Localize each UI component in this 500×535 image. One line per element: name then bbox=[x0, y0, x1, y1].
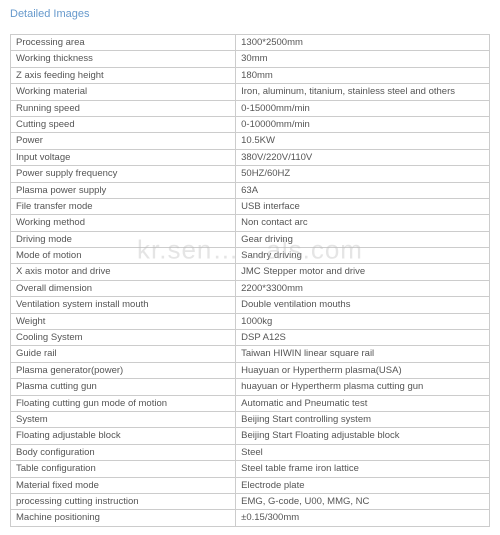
table-row: Power supply frequency50HZ/60HZ bbox=[11, 166, 490, 182]
spec-label: Cutting speed bbox=[11, 116, 236, 132]
table-row: Cutting speed0-10000mm/min bbox=[11, 116, 490, 132]
spec-value: 0-15000mm/min bbox=[236, 100, 490, 116]
spec-value: 180mm bbox=[236, 67, 490, 83]
spec-value: 10.5KW bbox=[236, 133, 490, 149]
spec-label: Body configuration bbox=[11, 444, 236, 460]
spec-value: Beijing Start Floating adjustable block bbox=[236, 428, 490, 444]
spec-value: 50HZ/60HZ bbox=[236, 166, 490, 182]
page-container: Detailed Images Processing area1300*2500… bbox=[0, 0, 500, 535]
spec-value: EMG, G-code, U00, MMG, NC bbox=[236, 493, 490, 509]
spec-value: Taiwan HIWIN linear square rail bbox=[236, 346, 490, 362]
table-row: Table configurationSteel table frame iro… bbox=[11, 461, 490, 477]
spec-label: Z axis feeding height bbox=[11, 67, 236, 83]
spec-label: Running speed bbox=[11, 100, 236, 116]
table-row: Z axis feeding height180mm bbox=[11, 67, 490, 83]
spec-label: Cooling System bbox=[11, 330, 236, 346]
spec-value: Automatic and Pneumatic test bbox=[236, 395, 490, 411]
table-row: Machine positioning±0.15/300mm bbox=[11, 510, 490, 526]
table-row: Working methodNon contact arc bbox=[11, 215, 490, 231]
table-row: Processing area1300*2500mm bbox=[11, 35, 490, 51]
spec-value: 63A bbox=[236, 182, 490, 198]
spec-value: Sandry driving bbox=[236, 248, 490, 264]
spec-value: Huayuan or Hypertherm plasma(USA) bbox=[236, 362, 490, 378]
table-row: SystemBeijing Start controlling system bbox=[11, 411, 490, 427]
table-row: Ventilation system install mouthDouble v… bbox=[11, 297, 490, 313]
table-row: Input voltage380V/220V/110V bbox=[11, 149, 490, 165]
table-row: Driving modeGear driving bbox=[11, 231, 490, 247]
spec-value: Gear driving bbox=[236, 231, 490, 247]
table-row: Working materialIron, aluminum, titanium… bbox=[11, 84, 490, 100]
table-row: Cooling System DSP A12S bbox=[11, 330, 490, 346]
table-row: Guide railTaiwan HIWIN linear square rai… bbox=[11, 346, 490, 362]
spec-value: 380V/220V/110V bbox=[236, 149, 490, 165]
page-title: Detailed Images bbox=[10, 8, 490, 20]
spec-value: ±0.15/300mm bbox=[236, 510, 490, 526]
spec-label: Machine positioning bbox=[11, 510, 236, 526]
spec-label: Driving mode bbox=[11, 231, 236, 247]
table-row: Power10.5KW bbox=[11, 133, 490, 149]
table-row: File transfer modeUSB interface bbox=[11, 198, 490, 214]
spec-label: Plasma cutting gun bbox=[11, 379, 236, 395]
spec-label: Plasma generator(power) bbox=[11, 362, 236, 378]
spec-label: System bbox=[11, 411, 236, 427]
spec-value: 2200*3300mm bbox=[236, 280, 490, 296]
spec-value: Iron, aluminum, titanium, stainless stee… bbox=[236, 84, 490, 100]
spec-value: Double ventilation mouths bbox=[236, 297, 490, 313]
spec-label: Ventilation system install mouth bbox=[11, 297, 236, 313]
table-row: Material fixed modeElectrode plate bbox=[11, 477, 490, 493]
spec-value: Steel bbox=[236, 444, 490, 460]
spec-label: Overall dimension bbox=[11, 280, 236, 296]
spec-value: 1300*2500mm bbox=[236, 35, 490, 51]
spec-label: Floating cutting gun mode of motion bbox=[11, 395, 236, 411]
table-row: processing cutting instructionEMG, G-cod… bbox=[11, 493, 490, 509]
spec-label: Processing area bbox=[11, 35, 236, 51]
spec-label: Power supply frequency bbox=[11, 166, 236, 182]
spec-label: Working method bbox=[11, 215, 236, 231]
table-row: Overall dimension2200*3300mm bbox=[11, 280, 490, 296]
table-row: Running speed0-15000mm/min bbox=[11, 100, 490, 116]
spec-value: huayuan or Hypertherm plasma cutting gun bbox=[236, 379, 490, 395]
table-row: Weight1000kg bbox=[11, 313, 490, 329]
spec-value: 30mm bbox=[236, 51, 490, 67]
spec-value: 1000kg bbox=[236, 313, 490, 329]
spec-label: Table configuration bbox=[11, 461, 236, 477]
spec-value: Steel table frame iron lattice bbox=[236, 461, 490, 477]
table-row: Plasma cutting gunhuayuan or Hypertherm … bbox=[11, 379, 490, 395]
spec-label: Weight bbox=[11, 313, 236, 329]
spec-label: processing cutting instruction bbox=[11, 493, 236, 509]
spec-label: Material fixed mode bbox=[11, 477, 236, 493]
table-row: X axis motor and driveJMC Stepper motor … bbox=[11, 264, 490, 280]
table-row: Plasma generator(power)Huayuan or Hypert… bbox=[11, 362, 490, 378]
spec-table: Processing area1300*2500mmWorking thickn… bbox=[10, 34, 490, 527]
spec-label: File transfer mode bbox=[11, 198, 236, 214]
spec-value: Beijing Start controlling system bbox=[236, 411, 490, 427]
spec-label: Working material bbox=[11, 84, 236, 100]
spec-label: Mode of motion bbox=[11, 248, 236, 264]
table-row: Body configurationSteel bbox=[11, 444, 490, 460]
table-row: Mode of motionSandry driving bbox=[11, 248, 490, 264]
spec-label: Plasma power supply bbox=[11, 182, 236, 198]
spec-label: Power bbox=[11, 133, 236, 149]
table-row: Working thickness30mm bbox=[11, 51, 490, 67]
spec-label: Input voltage bbox=[11, 149, 236, 165]
spec-label: Guide rail bbox=[11, 346, 236, 362]
table-row: Floating cutting gun mode of motionAutom… bbox=[11, 395, 490, 411]
spec-value: USB interface bbox=[236, 198, 490, 214]
spec-label: Working thickness bbox=[11, 51, 236, 67]
spec-label: X axis motor and drive bbox=[11, 264, 236, 280]
spec-value: DSP A12S bbox=[236, 330, 490, 346]
spec-value: Non contact arc bbox=[236, 215, 490, 231]
spec-value: JMC Stepper motor and drive bbox=[236, 264, 490, 280]
spec-value: Electrode plate bbox=[236, 477, 490, 493]
spec-value: 0-10000mm/min bbox=[236, 116, 490, 132]
table-row: Plasma power supply63A bbox=[11, 182, 490, 198]
spec-label: Floating adjustable block bbox=[11, 428, 236, 444]
table-row: Floating adjustable blockBeijing Start F… bbox=[11, 428, 490, 444]
